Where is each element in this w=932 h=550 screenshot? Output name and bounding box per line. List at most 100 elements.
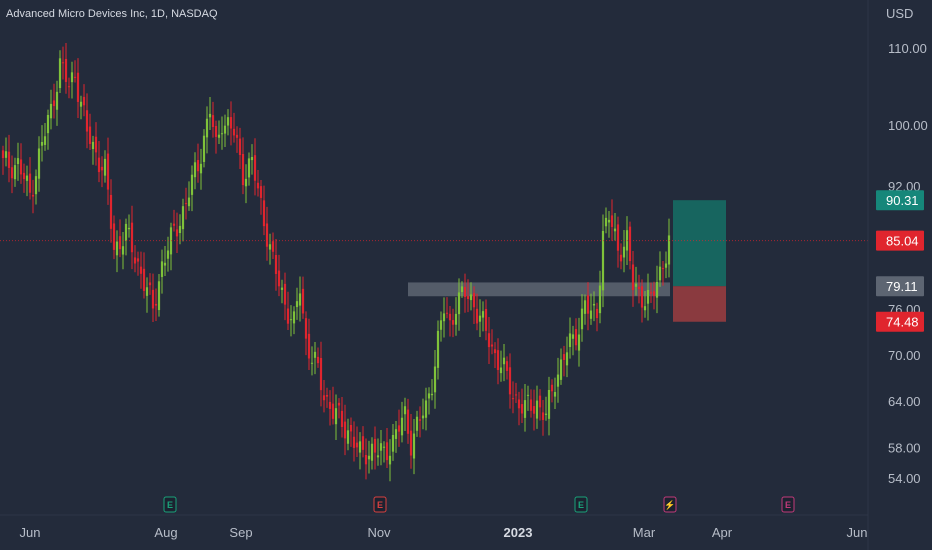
candle (643, 291, 647, 318)
candle (601, 214, 605, 308)
candle (337, 398, 341, 419)
candle (121, 232, 125, 270)
candle (448, 305, 452, 337)
candle (613, 213, 617, 241)
candle (457, 278, 461, 331)
candle (139, 251, 143, 289)
candle (658, 251, 662, 287)
candle (187, 181, 191, 211)
earnings-event-icon[interactable]: E (574, 496, 588, 513)
candle (10, 155, 14, 194)
time-tick-label: Mar (633, 525, 656, 540)
candle (160, 249, 164, 294)
candle (382, 441, 386, 463)
candle (265, 206, 269, 261)
candle (346, 418, 350, 451)
candle (565, 336, 569, 378)
earnings-event-icon[interactable]: E (781, 496, 795, 513)
candle (463, 273, 467, 313)
candle (538, 389, 542, 421)
candle (343, 404, 347, 456)
earnings-event-icon[interactable]: ⚡ (663, 496, 677, 513)
time-tick-label: 2023 (504, 525, 533, 540)
time-axis[interactable]: Jun Aug Sep Nov 2023 Mar Apr Jun (20, 525, 868, 540)
candle (232, 112, 236, 143)
candle (100, 156, 104, 188)
profit-target-zone[interactable] (673, 200, 726, 287)
svg-text:⚡: ⚡ (664, 499, 675, 511)
candle (190, 165, 194, 212)
candle (511, 381, 515, 414)
candle (409, 414, 413, 469)
candle (370, 437, 374, 470)
candle (124, 218, 128, 256)
candle (640, 279, 644, 323)
candle (616, 216, 620, 268)
earnings-event-icon[interactable]: E (373, 496, 387, 513)
candle (514, 382, 518, 404)
candle (628, 221, 632, 270)
candle (211, 101, 215, 138)
candle (445, 297, 449, 319)
candle (559, 348, 563, 385)
svg-text:E: E (578, 500, 584, 510)
candle (214, 120, 218, 154)
candle (76, 58, 80, 118)
candle (547, 376, 551, 436)
svg-text:E: E (377, 500, 383, 510)
price-tick-label: 54.00 (888, 471, 921, 486)
candle (22, 163, 26, 193)
candle (355, 426, 359, 458)
candle (328, 390, 332, 426)
candle (655, 265, 659, 314)
candle (667, 218, 671, 278)
candle (205, 106, 209, 154)
candle (349, 417, 353, 447)
candle (604, 207, 608, 234)
candle (532, 389, 536, 431)
events-row[interactable]: E E E ⚡ E (163, 496, 795, 513)
candle (226, 109, 230, 136)
candle (301, 276, 305, 319)
candle (118, 219, 122, 258)
candle (64, 43, 68, 94)
candle (451, 308, 455, 338)
candle (268, 233, 272, 265)
candle (358, 432, 362, 470)
candle (163, 245, 167, 277)
price-tick-label: 110.00 (888, 41, 927, 56)
candle (13, 157, 17, 187)
candle (610, 199, 614, 241)
candle (592, 291, 596, 322)
candle (193, 152, 197, 190)
candle (253, 138, 257, 196)
candle (331, 386, 335, 425)
candle (247, 152, 251, 186)
candle (88, 113, 92, 151)
candle (397, 409, 401, 447)
earnings-event-icon[interactable]: E (163, 496, 177, 513)
candle (580, 294, 584, 342)
candle (217, 120, 221, 145)
stop-loss-zone[interactable] (673, 286, 726, 322)
candle (646, 273, 650, 321)
candle (55, 80, 59, 126)
price-tick-label: 70.00 (888, 348, 921, 363)
candle (430, 379, 434, 401)
candle (574, 318, 578, 351)
candle (58, 50, 62, 93)
candle (418, 406, 422, 438)
candle (403, 397, 407, 432)
candle (151, 273, 155, 323)
chart-title: Advanced Micro Devices Inc, 1D, NASDAQ (6, 8, 218, 20)
candle (19, 143, 23, 184)
candle (46, 109, 50, 150)
candle (334, 394, 338, 441)
candle (484, 299, 488, 341)
candle (181, 198, 185, 242)
candle (619, 243, 623, 270)
candle (97, 141, 101, 183)
candle (598, 270, 602, 324)
